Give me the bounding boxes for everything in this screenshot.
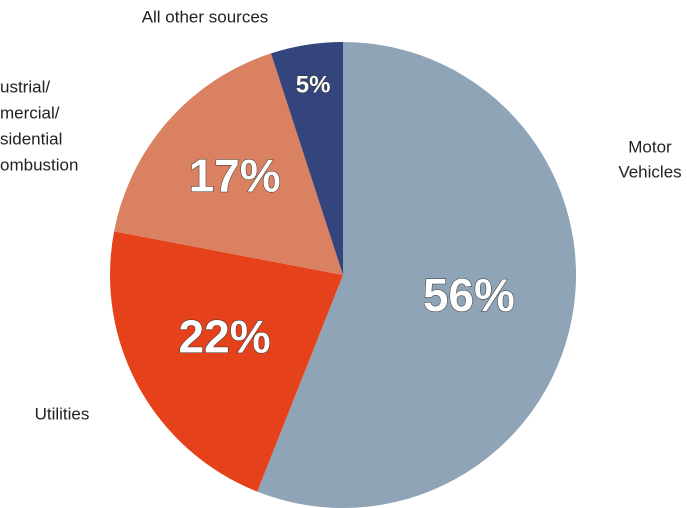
category-label: All other sources bbox=[142, 7, 269, 26]
category-label: mercial/ bbox=[0, 103, 60, 122]
category-label: Vehicles bbox=[618, 162, 681, 181]
value-label: 17% bbox=[189, 150, 281, 202]
category-label: Utilities bbox=[35, 404, 90, 423]
value-label: 56% bbox=[423, 269, 515, 321]
pie-slice bbox=[109, 231, 343, 492]
pie-slice bbox=[270, 42, 343, 275]
category-label: ombustion bbox=[0, 155, 78, 174]
value-label: 5% bbox=[296, 72, 331, 99]
category-label: sidential bbox=[0, 129, 62, 148]
pie-slice bbox=[114, 53, 343, 275]
pie-slice bbox=[257, 42, 576, 508]
value-label: 22% bbox=[179, 310, 271, 362]
category-label: ustrial/ bbox=[0, 77, 50, 96]
category-label: Motor bbox=[628, 137, 672, 156]
